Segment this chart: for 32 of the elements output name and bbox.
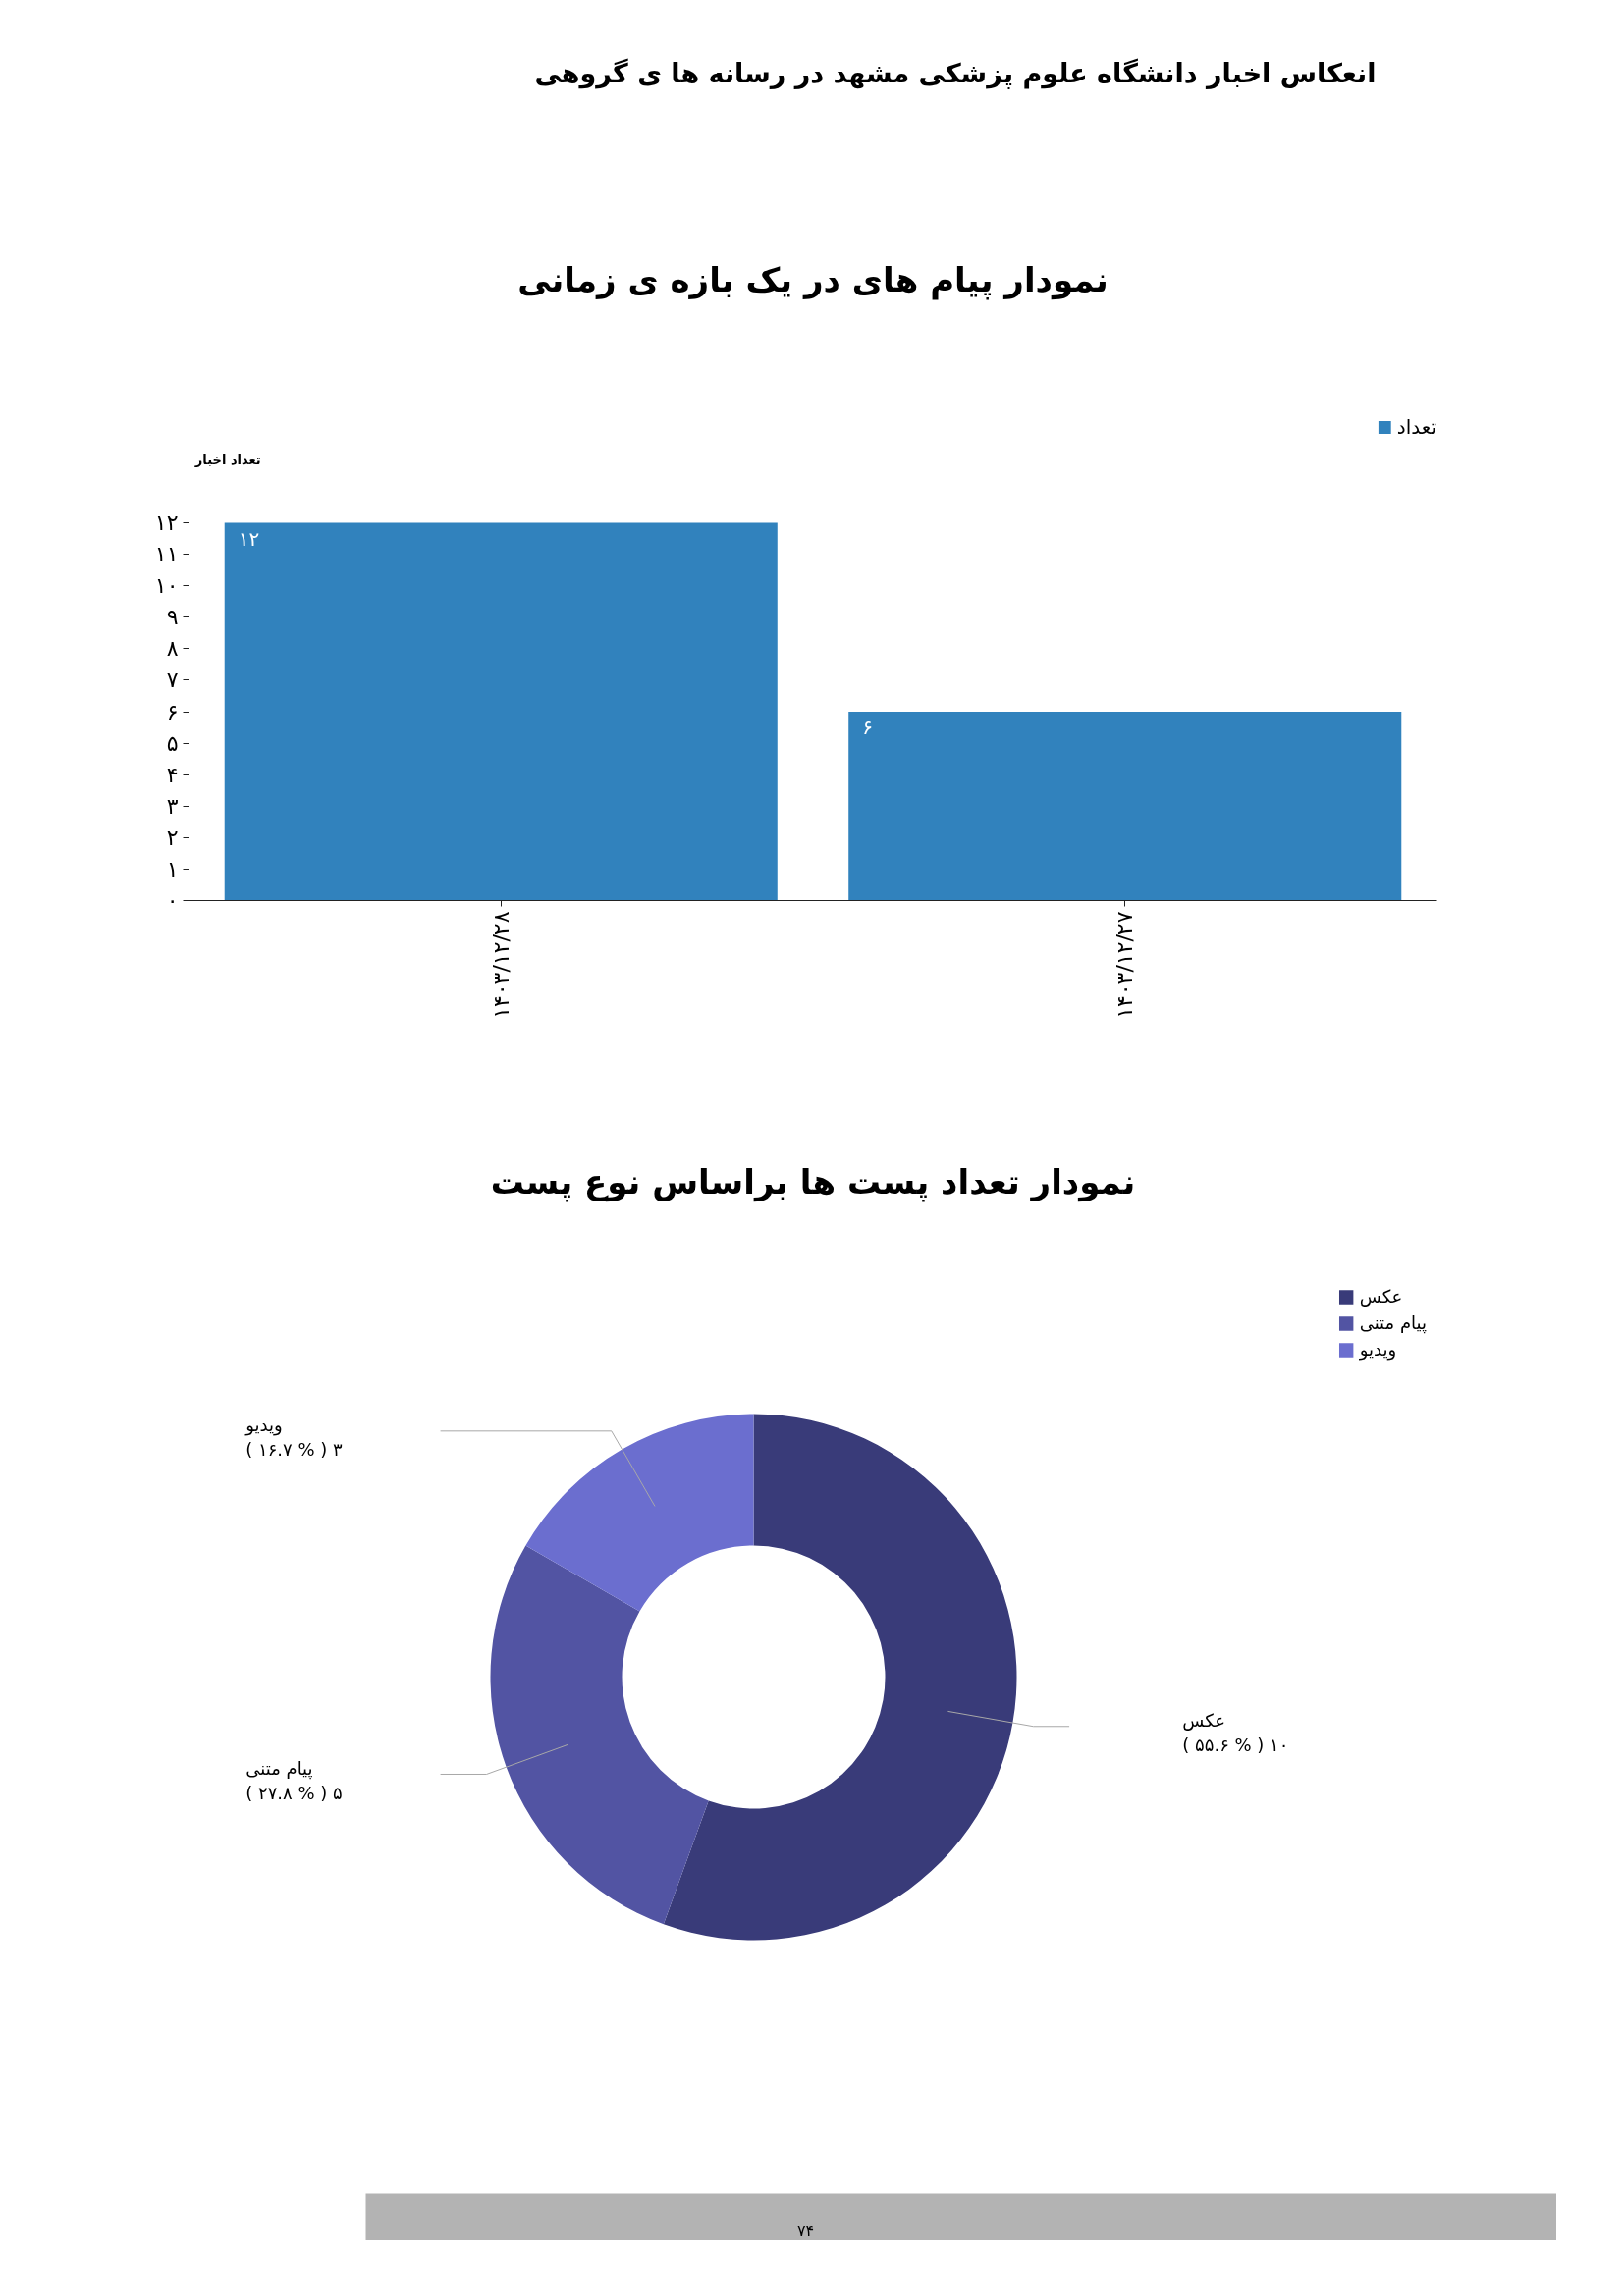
legend-label: پیام متنی [1359, 1312, 1427, 1333]
y-tick-label: ۱۰ [154, 573, 179, 599]
legend-label: عکس [1359, 1286, 1403, 1307]
text: انعکاس اخبار دانشگاه علوم پزشکی مشهد در رسانه ها ی گروهی [534, 57, 1377, 89]
data-label: ۶ [862, 716, 873, 740]
chart-title: نمودار تعداد پست ها براساس نوع پست [490, 1161, 1136, 1202]
slice-label: پیام متنی [245, 1757, 313, 1780]
x-tick-label: ۱۴۰۳/۱۲/۲۸ [488, 911, 514, 1019]
y-tick-label: ۱۲ [154, 510, 179, 536]
y-tick-label: ۱۱ [154, 542, 179, 567]
data-label: ( ۲۷.۸ % ) ۵ [245, 1782, 343, 1803]
slice-label: عکس [1182, 1710, 1225, 1732]
y-tick-label: ۶ [166, 699, 179, 724]
text: ۷۴ [796, 2221, 815, 2240]
y-tick-label: ۴ [166, 762, 179, 787]
y-tick-label: ۰ [166, 888, 179, 913]
legend-label: تعداد [1396, 415, 1436, 439]
data-label: ۱۲ [238, 526, 260, 551]
legend-label: ویدیو [1359, 1339, 1397, 1360]
y-tick-label: ۵ [166, 730, 179, 756]
chart-title: نمودار پیام های در یک بازه ی زمانی [517, 260, 1109, 300]
y-tick-label: ۹ [166, 605, 179, 630]
y-tick-label: ۸ [166, 636, 179, 662]
y-tick-label: ۱ [166, 856, 179, 881]
y-tick-label: ۷ [166, 667, 179, 693]
data-label: ( ۵۵.۶ % ) ۱۰ [1182, 1735, 1289, 1756]
slice-label: ویدیو [244, 1415, 283, 1437]
y-tick-label: ۳ [166, 793, 179, 819]
data-label: ( ۱۶.۷ % ) ۳ [245, 1439, 344, 1461]
x-tick-label: ۱۴۰۳/۱۲/۲۷ [1112, 911, 1138, 1019]
y-axis-title: تعداد اخبار [193, 452, 261, 467]
y-tick-label: ۲ [166, 825, 179, 850]
